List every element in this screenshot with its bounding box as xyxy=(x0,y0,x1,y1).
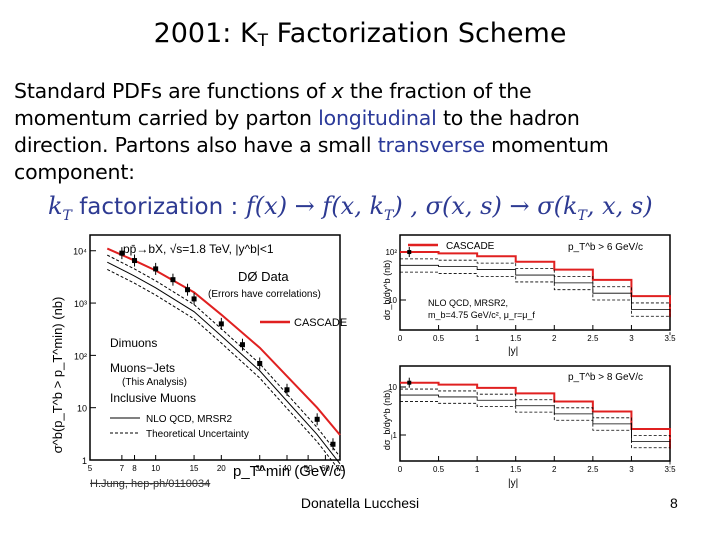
ann-this-analysis: (This Analysis) xyxy=(122,377,187,388)
left-xtick-label: 50 xyxy=(304,464,313,473)
right-xtick-label: 1 xyxy=(475,465,480,474)
left-y-label: σ^b(p_T^b > p_T^min) (nb) xyxy=(50,297,65,454)
left-xtick-label: 15 xyxy=(190,464,199,473)
right-xtick-label: 3 xyxy=(629,465,634,474)
left-x-label: p_T^min (GeV/c) xyxy=(233,463,346,480)
legend-cascade: CASCADE xyxy=(294,317,347,329)
data-point xyxy=(185,287,191,293)
cascade-step-curve xyxy=(400,251,671,318)
ann-d0-data: DØ Data xyxy=(238,269,289,284)
upper-legend-nlo: NLO QCD, MRSR2, xyxy=(428,298,508,308)
left-xtick-label: 10 xyxy=(151,464,160,473)
longitudinal-word: longitudinal xyxy=(318,106,437,130)
right-xtick-label: 1.5 xyxy=(510,334,522,343)
right-xtick-label: 0.5 xyxy=(433,465,445,474)
cascade-curve xyxy=(106,247,341,436)
upper-x-label: |y| xyxy=(508,346,518,357)
data-point xyxy=(257,360,263,366)
left-plot-frame xyxy=(89,234,341,461)
body-text: Standard PDFs are functions of x the fra… xyxy=(14,79,609,184)
right-ytick-label: 10 xyxy=(388,296,397,305)
nlo-step-curve xyxy=(400,388,671,455)
data-point xyxy=(191,296,197,302)
var-x: x xyxy=(331,79,344,103)
left-plot-title: pp̄→bX, √s=1.8 TeV, |y^b|<1 xyxy=(123,242,274,256)
right-xtick-label: 1.5 xyxy=(510,465,522,474)
left-xtick-label: 40 xyxy=(283,464,292,473)
page-number: 8 xyxy=(670,495,678,511)
left-ytick-label: 10 xyxy=(77,404,87,414)
right-xtick-label: 2.5 xyxy=(587,334,599,343)
nlo-curve xyxy=(107,261,341,465)
right-ytick-label: 10 xyxy=(388,383,397,392)
data-point xyxy=(218,321,224,327)
legend-theory: Theoretical Uncertainty xyxy=(146,429,249,440)
data-point xyxy=(239,342,245,348)
upper-plot-frame xyxy=(399,234,671,331)
nlo-curve xyxy=(107,254,341,458)
footer-author: Donatella Lucchesi xyxy=(300,495,420,511)
right-ytick-label: 1 xyxy=(393,431,398,440)
upper-legend-cascade: CASCADE xyxy=(446,241,495,252)
kt-factorization-formula: kT factorization : f(x) → f(x, kT) , σ(x… xyxy=(48,192,653,224)
left-ytick-label: 10⁴ xyxy=(73,247,87,257)
left-xtick-label: 8 xyxy=(132,464,137,473)
data-point xyxy=(284,387,290,393)
left-ytick-label: 10³ xyxy=(74,299,87,309)
nlo-step-curve xyxy=(400,258,671,324)
right-xtick-label: 0.5 xyxy=(433,334,445,343)
nlo-step-curve xyxy=(400,271,671,338)
right-xtick-label: 0 xyxy=(398,465,403,474)
data-point xyxy=(314,416,320,422)
lower-plot-frame xyxy=(399,365,671,462)
nlo-step-curve xyxy=(400,394,671,462)
legend-nlo: NLO QCD, MRSR2 xyxy=(146,414,233,425)
data-point xyxy=(119,250,125,256)
right-xtick-label: 2 xyxy=(552,334,557,343)
nlo-curve xyxy=(107,268,341,472)
left-xtick-label: 70 xyxy=(336,464,345,473)
ann-errors: (Errors have correlations) xyxy=(208,289,321,300)
transverse-word: transverse xyxy=(377,133,485,157)
dsigma-dy-plots: dσ_b/dy^b (nb) dσ_b/dy^b (nb) CASCADE p_… xyxy=(382,234,676,489)
right-xtick-label: 0 xyxy=(398,334,403,343)
left-xtick-label: 7 xyxy=(120,464,125,473)
right-xtick-label: 3.5 xyxy=(664,465,676,474)
cascade-step-curve xyxy=(400,381,671,449)
right-xtick-label: 3.5 xyxy=(664,334,676,343)
right-xtick-label: 2.5 xyxy=(587,465,599,474)
left-xtick-label: 30 xyxy=(255,464,264,473)
data-point xyxy=(170,277,176,283)
right-xtick-label: 1 xyxy=(475,334,480,343)
data-point xyxy=(407,380,412,385)
data-point xyxy=(153,266,159,272)
left-ytick-label: 10² xyxy=(74,351,87,361)
cross-section-vs-ptmin-plot: σ^b(p_T^b > p_T^min) (nb) pp̄→bX, √s=1.8… xyxy=(50,234,347,480)
ann-muons-jets: Muons−Jets xyxy=(110,361,175,375)
lower-x-label: |y| xyxy=(508,478,518,489)
lower-plot-title: p_T^b > 8 GeV/c xyxy=(568,372,643,383)
lower-y-label: dσ_b/dy^b (nb) xyxy=(382,390,392,450)
upper-y-label: dσ_b/dy^b (nb) xyxy=(382,260,392,320)
ann-inclusive-muons: Inclusive Muons xyxy=(110,391,196,405)
left-xtick-label: 60 xyxy=(321,464,330,473)
upper-legend-mb: m_b=4.75 GeV/c², μ_r=μ_f xyxy=(428,310,535,320)
ann-dimuons: Dimuons xyxy=(110,336,157,350)
nlo-step-curve xyxy=(400,401,671,468)
reference-note: H.Jung, hep-ph/0110034 xyxy=(90,478,211,490)
left-xtick-label: 20 xyxy=(217,464,226,473)
right-ytick-label: 10² xyxy=(385,248,397,257)
left-ytick-label: 1 xyxy=(82,456,87,466)
data-point xyxy=(407,250,412,255)
slide-title: 2001: KT Factorization Scheme xyxy=(153,18,567,51)
right-xtick-label: 2 xyxy=(552,465,557,474)
upper-plot-title: p_T^b > 6 GeV/c xyxy=(568,242,643,253)
data-point xyxy=(132,258,138,264)
right-xtick-label: 3 xyxy=(629,334,634,343)
data-point xyxy=(330,441,336,447)
left-xtick-label: 5 xyxy=(88,464,93,473)
